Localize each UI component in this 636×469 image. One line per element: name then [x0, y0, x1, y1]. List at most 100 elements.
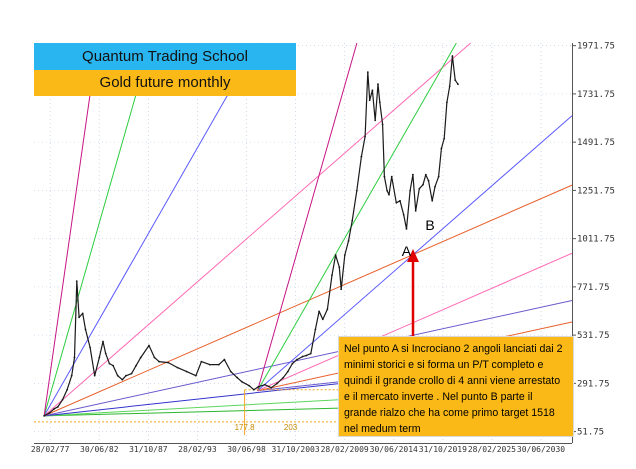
- price-point: [411, 173, 414, 176]
- y-tick-label: 1011.75: [577, 235, 615, 245]
- price-point: [402, 213, 405, 216]
- price-point: [314, 328, 317, 331]
- x-tick-label: 31/10/87: [129, 445, 168, 454]
- price-point: [48, 411, 51, 414]
- point-label-177-8: 177.8: [235, 423, 256, 432]
- price-point: [252, 388, 255, 391]
- price-point: [321, 318, 324, 321]
- price-point: [383, 175, 386, 178]
- x-tick-label: 28/02/77: [31, 445, 70, 454]
- gann-angle-line: [43, 42, 152, 417]
- y-tick-label: 291.75: [577, 379, 610, 389]
- point-labels: AB 177.8 203: [235, 217, 435, 432]
- price-point: [275, 382, 278, 385]
- price-point: [457, 83, 459, 86]
- y-tick-label: 1971.75: [577, 42, 615, 52]
- price-point: [194, 374, 197, 377]
- subtitle-banner: Gold future monthly: [34, 70, 296, 96]
- price-point: [374, 119, 377, 122]
- price-point: [368, 99, 371, 102]
- price-point: [291, 362, 294, 365]
- price-point: [223, 358, 226, 361]
- price-point: [331, 274, 333, 277]
- price-point: [53, 407, 56, 410]
- price-point: [343, 254, 346, 256]
- x-tick-label: 30/06/82: [80, 445, 119, 454]
- y-tick-label: 1251.75: [577, 186, 615, 196]
- price-point: [427, 179, 430, 182]
- price-point: [236, 376, 239, 379]
- price-point: [61, 398, 64, 401]
- price-point: [451, 55, 454, 57]
- price-point: [371, 89, 374, 92]
- price-point: [98, 356, 101, 359]
- y-tick-label: 1491.75: [577, 138, 615, 148]
- price-point: [360, 155, 363, 158]
- price-point: [121, 378, 124, 381]
- price-point: [125, 374, 127, 377]
- price-point: [270, 386, 273, 389]
- price-point: [43, 414, 46, 417]
- gann-angle-line: [44, 299, 573, 417]
- x-tick-label: 30/06/2030: [517, 445, 565, 454]
- y-tick-label: 531.75: [577, 331, 610, 341]
- price-line-group: [43, 55, 459, 417]
- price-point: [148, 344, 150, 347]
- price-point: [240, 380, 243, 383]
- price-point: [340, 288, 343, 291]
- red-arrow: [407, 249, 419, 336]
- arrow-head: [407, 249, 419, 262]
- price-point: [89, 346, 91, 349]
- price-point: [282, 376, 285, 379]
- gann-angle-line: [43, 42, 258, 417]
- price-point: [378, 101, 381, 104]
- price-point: [338, 266, 341, 269]
- price-point: [366, 71, 369, 74]
- price-point: [70, 374, 73, 377]
- price-point: [318, 310, 320, 313]
- price-point: [405, 228, 408, 230]
- point-label-A: A: [402, 243, 412, 259]
- price-point: [73, 356, 76, 359]
- price-point: [286, 370, 289, 373]
- annotation-note: Nel punto A si Incrociano 2 angoli lanci…: [338, 336, 574, 437]
- price-point: [454, 79, 457, 82]
- price-point: [217, 363, 220, 366]
- price-point: [78, 316, 80, 319]
- price-point: [81, 312, 84, 315]
- price-point: [139, 356, 142, 359]
- gann-angle-line: [43, 184, 573, 417]
- price-point: [301, 355, 304, 358]
- price-point: [388, 193, 390, 196]
- x-tick-label: 31/10/2019: [419, 445, 467, 454]
- price-point: [153, 356, 156, 359]
- price-point: [84, 328, 87, 331]
- title-banner: Quantum Trading School: [34, 43, 296, 70]
- price-point: [200, 360, 203, 363]
- y-tick-label: 1731.75: [577, 90, 615, 100]
- price-point: [116, 374, 119, 377]
- y-tick-label: 51.75: [577, 428, 604, 438]
- price-point: [185, 370, 188, 373]
- point-label-B: B: [425, 217, 434, 233]
- price-point: [443, 137, 446, 140]
- price-point: [176, 366, 179, 369]
- price-point: [355, 189, 358, 192]
- price-point: [448, 85, 451, 88]
- point-label-203: 203: [284, 423, 298, 432]
- price-point: [57, 405, 59, 408]
- price-point: [414, 209, 417, 212]
- price-point: [93, 374, 96, 377]
- price-point: [309, 352, 312, 355]
- price-point: [440, 147, 443, 150]
- price-point: [351, 219, 354, 222]
- price-point: [104, 352, 107, 355]
- x-tick-label: 28/02/2025: [468, 445, 516, 454]
- price-point: [409, 189, 412, 192]
- gann-angle-line: [43, 42, 471, 417]
- price-point: [135, 364, 137, 367]
- price-point: [305, 354, 308, 357]
- price-point: [422, 183, 424, 186]
- price-point: [326, 308, 329, 311]
- price-line: [43, 55, 459, 417]
